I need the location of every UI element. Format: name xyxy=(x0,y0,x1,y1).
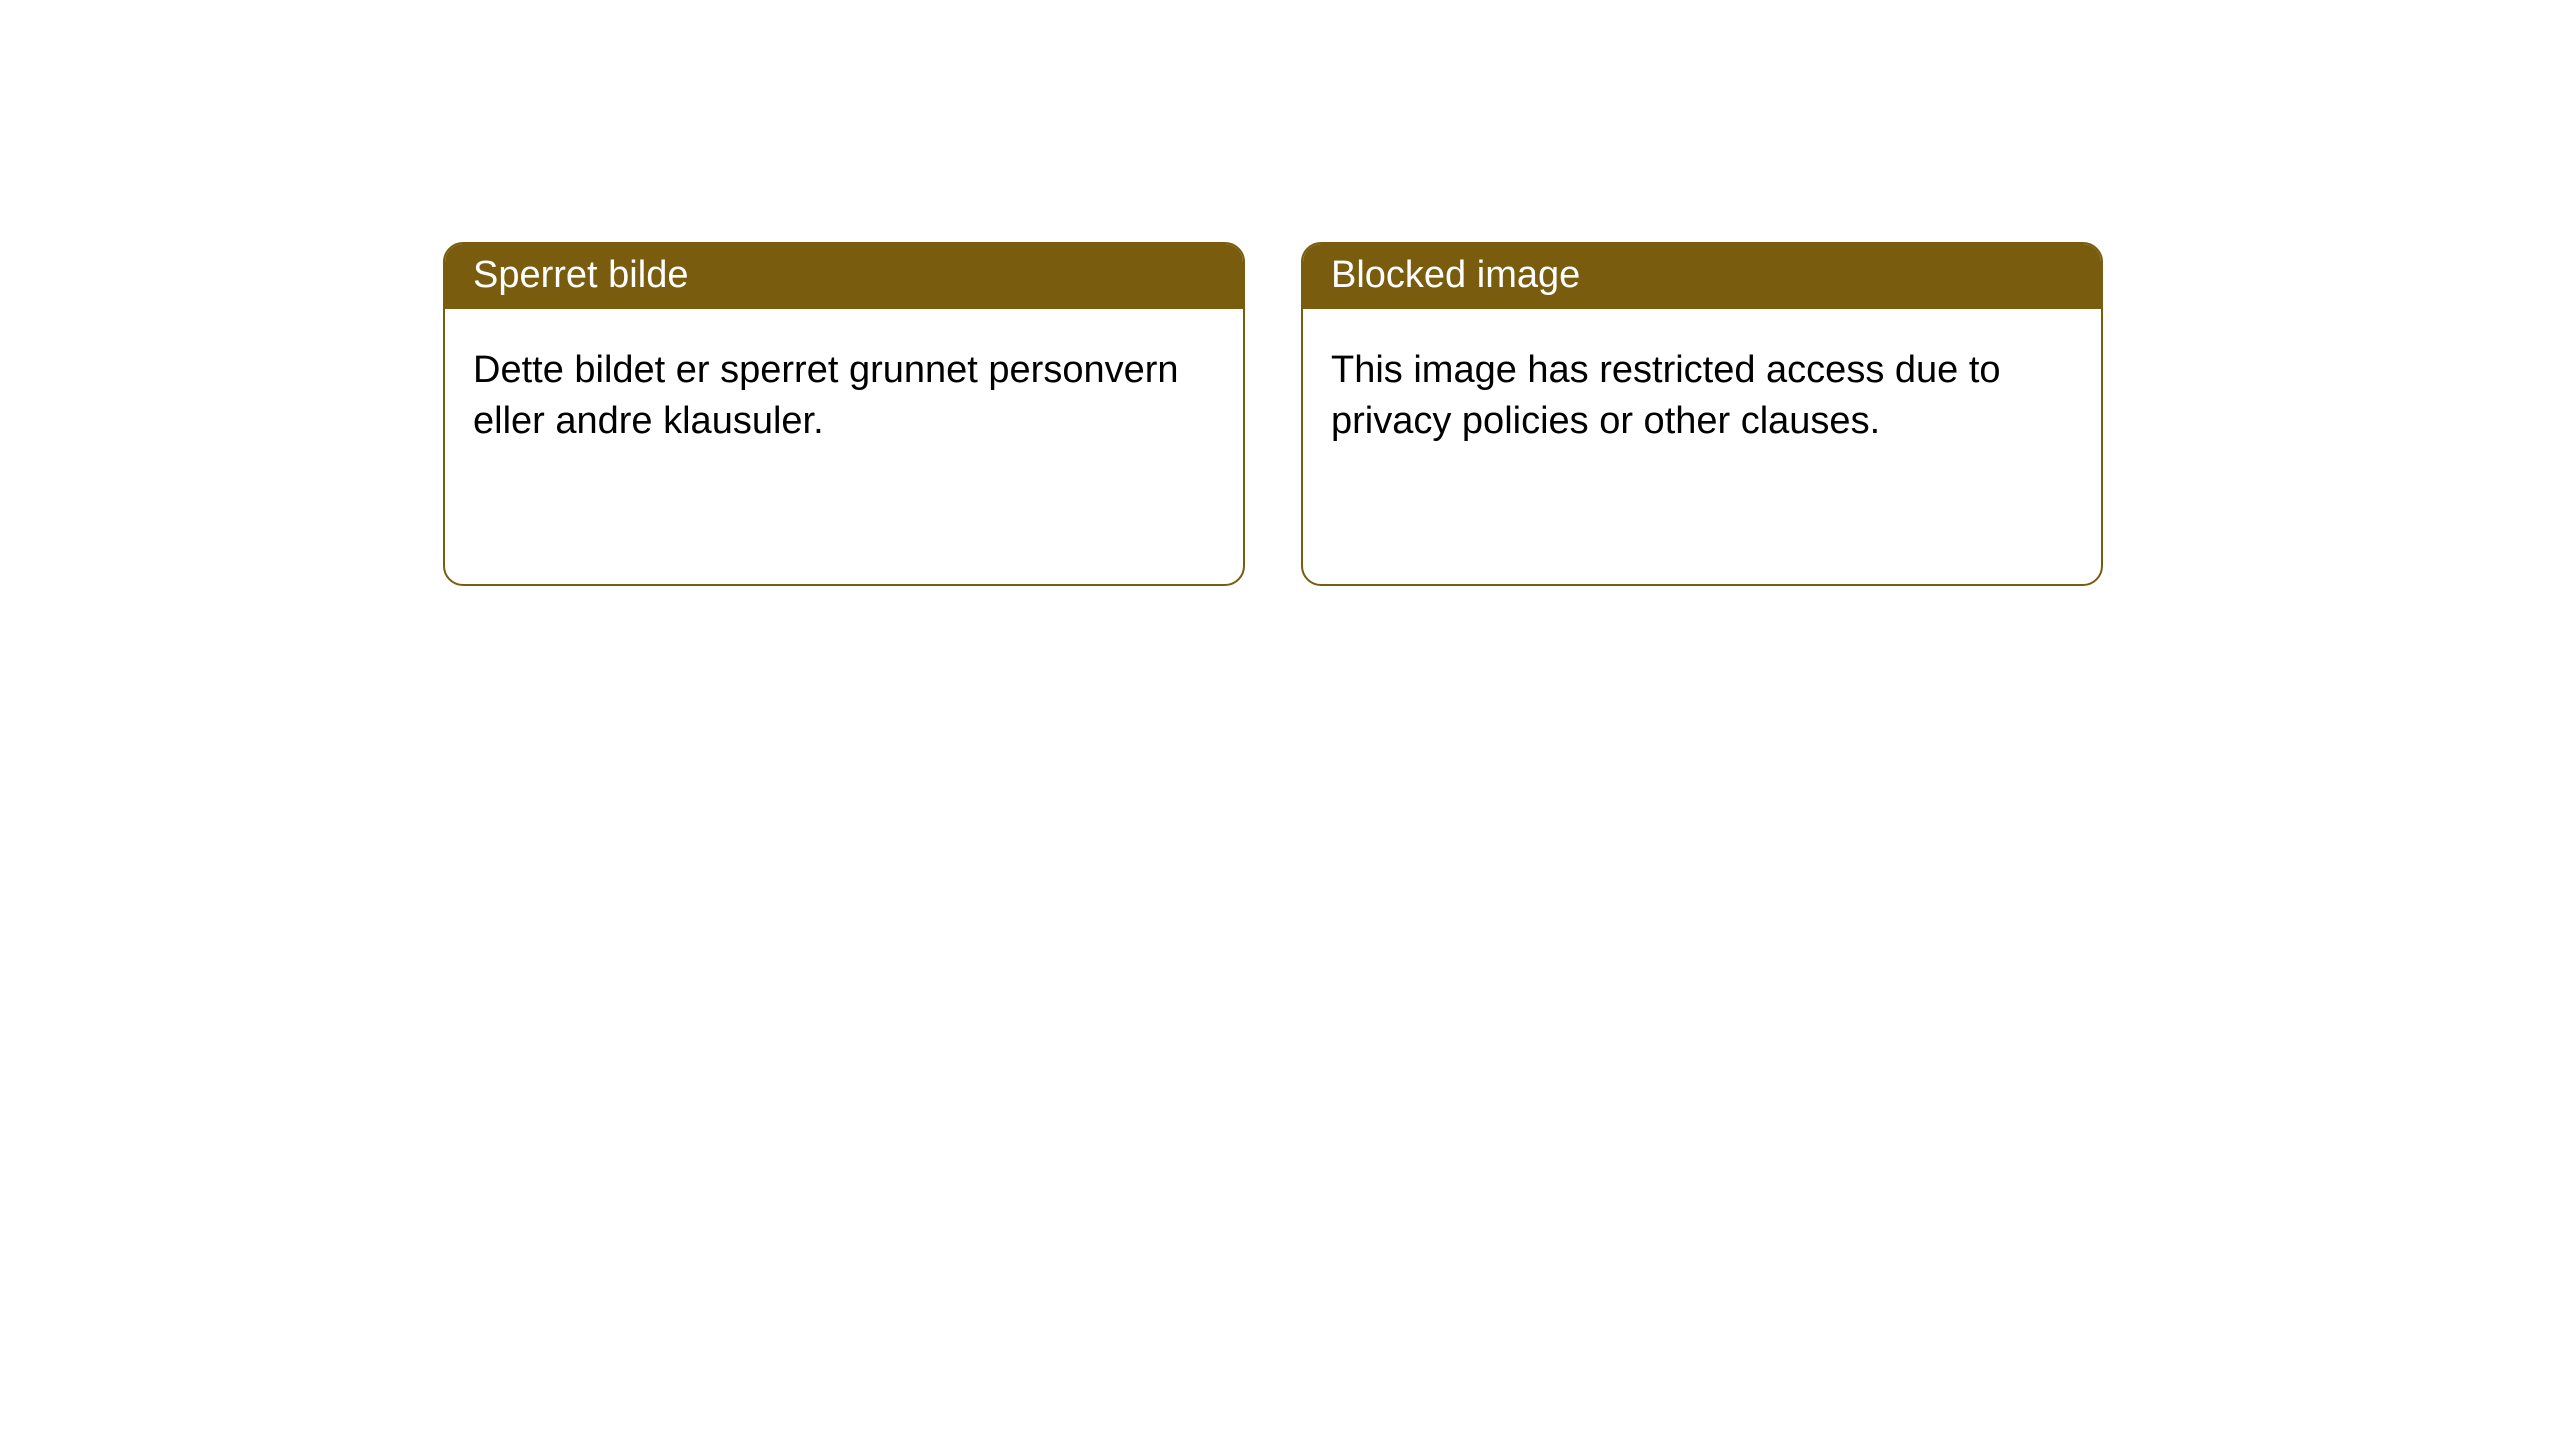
card-title-en: Blocked image xyxy=(1331,254,1580,296)
notice-container: Sperret bilde Dette bildet er sperret gr… xyxy=(0,0,2560,586)
blocked-image-card-en: Blocked image This image has restricted … xyxy=(1301,242,2103,586)
card-header-no: Sperret bilde xyxy=(445,244,1243,309)
card-title-no: Sperret bilde xyxy=(473,254,688,296)
card-header-en: Blocked image xyxy=(1303,244,2101,309)
blocked-image-card-no: Sperret bilde Dette bildet er sperret gr… xyxy=(443,242,1245,586)
card-body-en: This image has restricted access due to … xyxy=(1303,309,2101,584)
card-message-en: This image has restricted access due to … xyxy=(1331,345,2073,448)
card-message-no: Dette bildet er sperret grunnet personve… xyxy=(473,345,1215,448)
card-body-no: Dette bildet er sperret grunnet personve… xyxy=(445,309,1243,584)
